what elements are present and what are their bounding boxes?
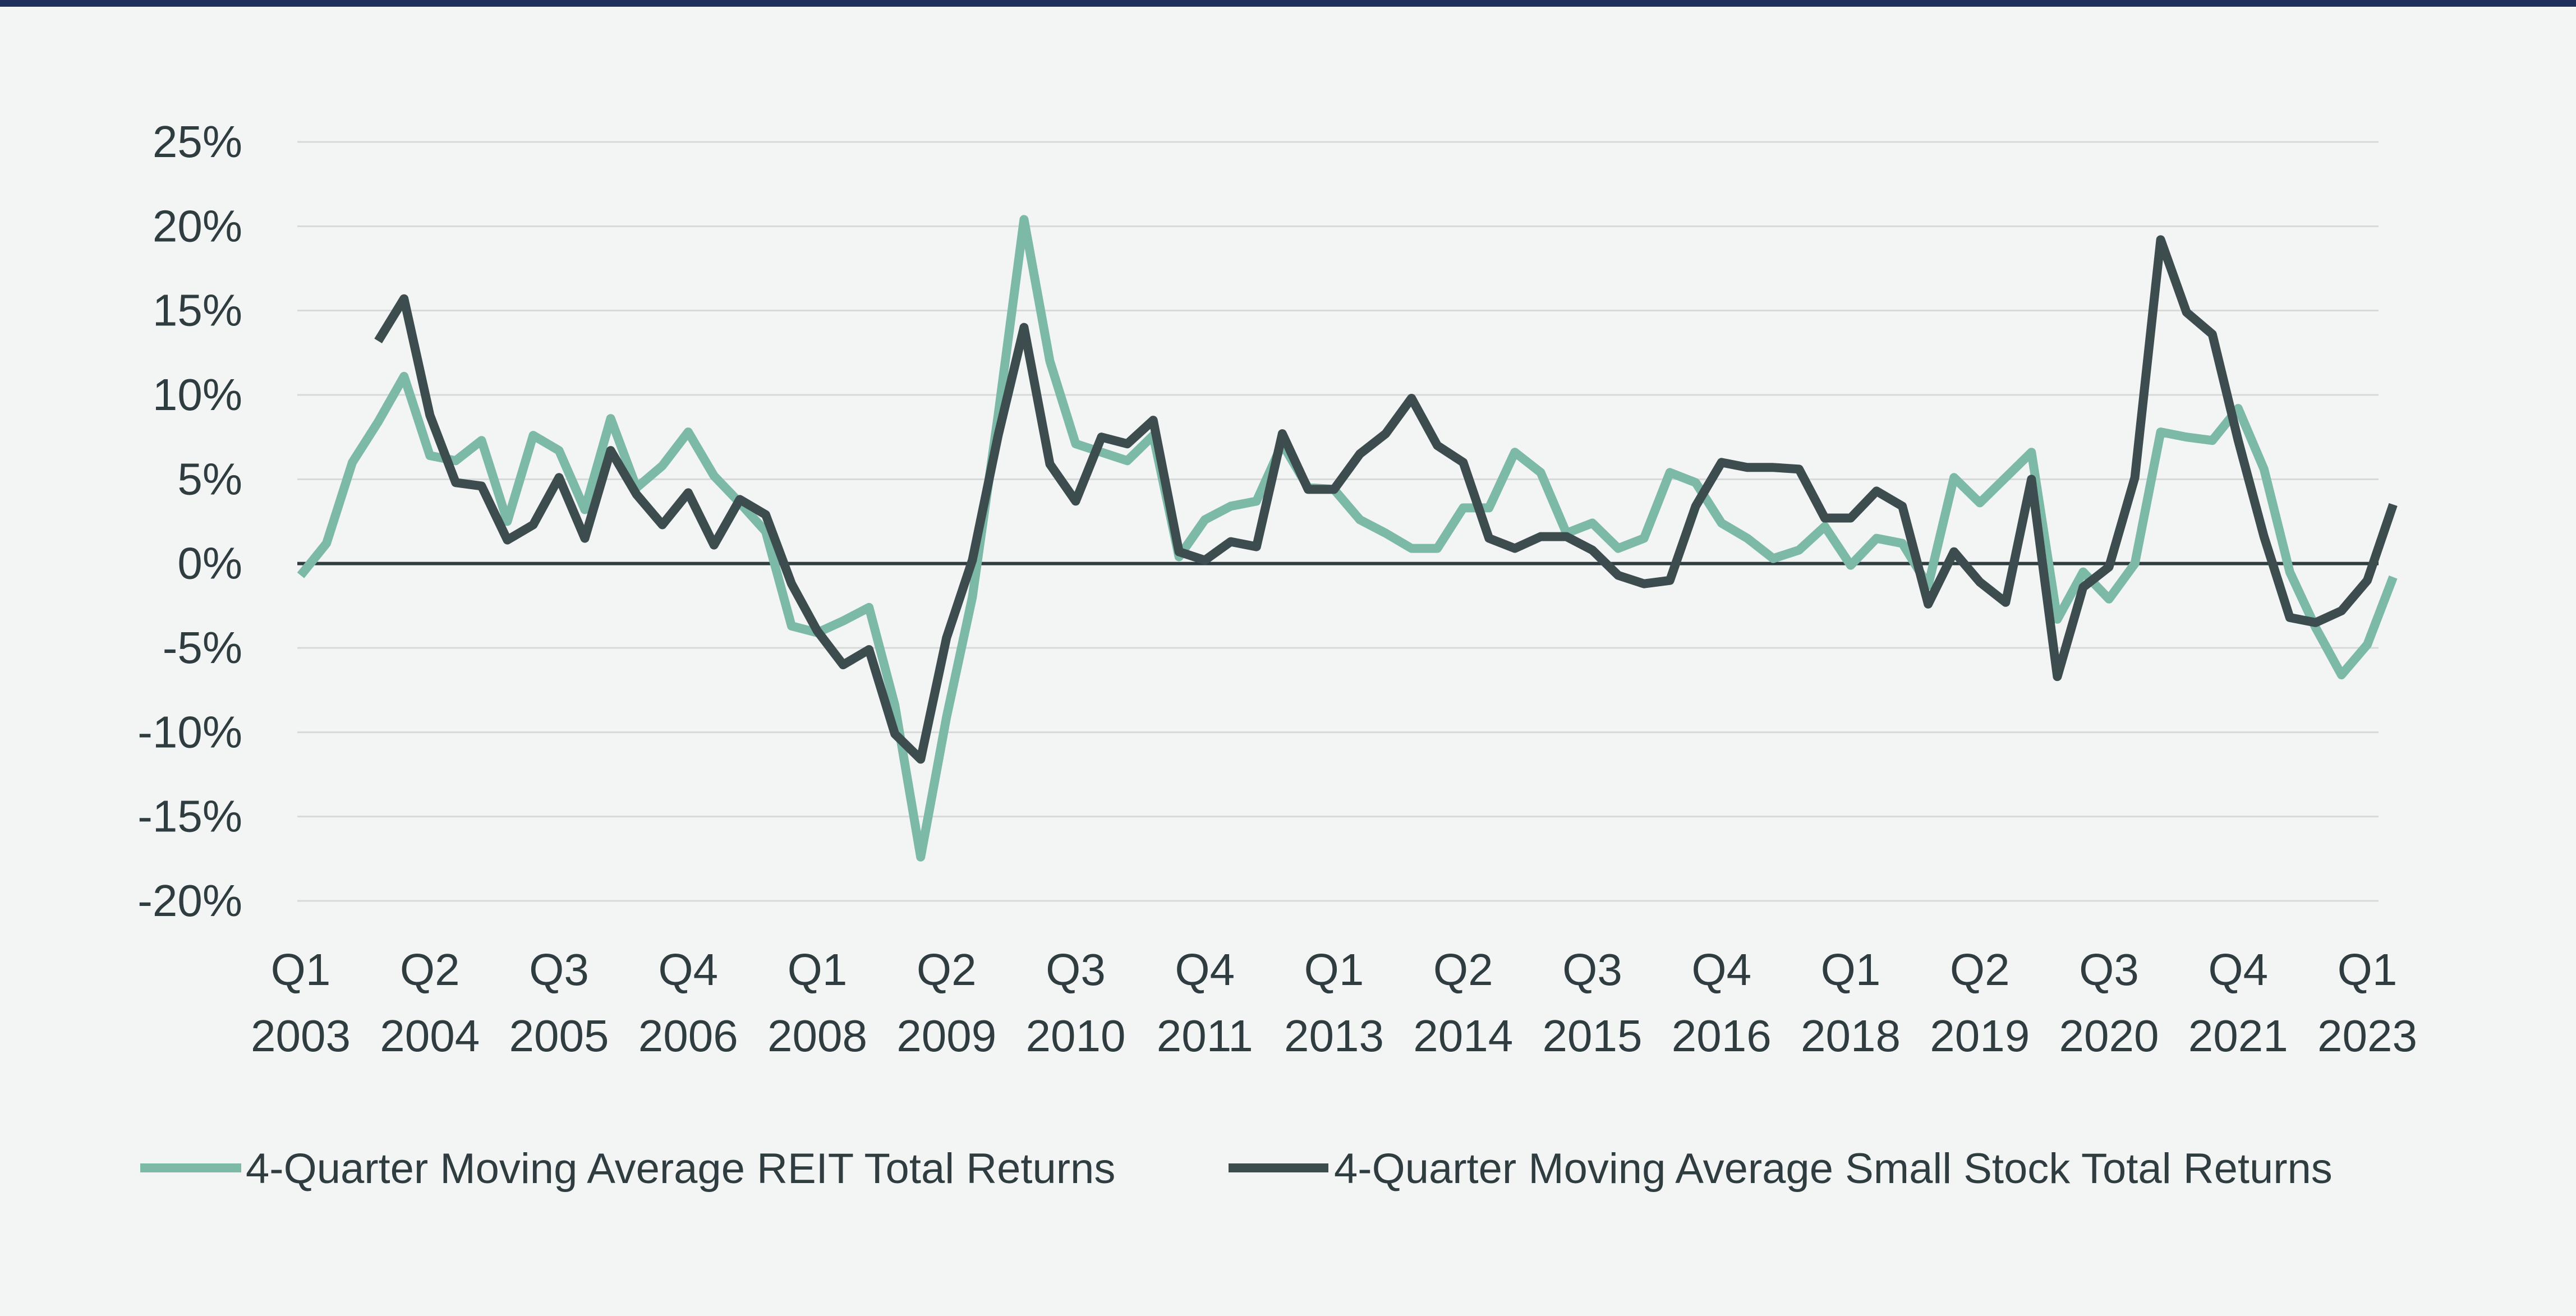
- x-tick-year: 2009: [896, 1011, 996, 1061]
- y-tick-label: -15%: [137, 792, 242, 841]
- x-tick-quarter: Q4: [1175, 945, 1235, 995]
- x-tick-quarter: Q2: [917, 945, 977, 995]
- y-tick-label: -5%: [163, 623, 242, 673]
- x-tick-year: 2018: [1801, 1011, 1901, 1061]
- x-tick-year: 2013: [1284, 1011, 1384, 1061]
- series-line-small-stock: [374, 235, 2398, 764]
- x-tick-year: 2016: [1672, 1011, 1772, 1061]
- x-tick-year: 2005: [509, 1011, 609, 1061]
- y-tick-label: 20%: [153, 201, 242, 251]
- x-tick-year: 2021: [2188, 1011, 2288, 1061]
- x-tick-year: 2023: [2317, 1011, 2417, 1061]
- y-tick-label: 10%: [153, 370, 242, 420]
- x-tick-quarter: Q2: [1950, 945, 2010, 995]
- x-tick-quarter: Q2: [400, 945, 460, 995]
- y-tick-label: 5%: [177, 454, 242, 504]
- x-tick-quarter: Q4: [1691, 945, 1751, 995]
- series-line-reit: [297, 215, 2398, 862]
- x-tick-quarter: Q1: [788, 945, 848, 995]
- y-tick-label: -20%: [137, 876, 242, 926]
- x-tick-quarter: Q3: [2079, 945, 2139, 995]
- x-tick-year: 2019: [1930, 1011, 2030, 1061]
- legend-label-reit: 4-Quarter Moving Average REIT Total Retu…: [246, 1145, 1115, 1193]
- y-tick-label: -10%: [137, 707, 242, 757]
- y-tick-label: 25%: [153, 117, 242, 167]
- x-tick-quarter: Q3: [1046, 945, 1106, 995]
- x-tick-year: 2008: [767, 1011, 867, 1061]
- x-tick-quarter: Q1: [1821, 945, 1881, 995]
- x-tick-year: 2006: [638, 1011, 738, 1061]
- x-tick-year: 2011: [1157, 1011, 1253, 1061]
- x-tick-year: 2003: [251, 1011, 351, 1061]
- x-tick-quarter: Q4: [2208, 945, 2268, 995]
- x-tick-year: 2010: [1026, 1011, 1126, 1061]
- top-rule: [0, 0, 2576, 7]
- x-tick-year: 2015: [1543, 1011, 1643, 1061]
- y-tick-label: 15%: [153, 286, 242, 335]
- x-tick-year: 2020: [2059, 1011, 2159, 1061]
- x-tick-year: 2004: [380, 1011, 480, 1061]
- x-tick-quarter: Q3: [529, 945, 589, 995]
- x-tick-year: 2014: [1413, 1011, 1513, 1061]
- legend-label-small-stock: 4-Quarter Moving Average Small Stock Tot…: [1334, 1145, 2333, 1193]
- x-tick-quarter: Q2: [1433, 945, 1493, 995]
- x-tick-quarter: Q4: [658, 945, 718, 995]
- x-tick-quarter: Q1: [271, 945, 331, 995]
- x-tick-quarter: Q1: [1304, 945, 1364, 995]
- x-tick-quarter: Q3: [1562, 945, 1622, 995]
- x-tick-quarter: Q1: [2338, 945, 2398, 995]
- y-tick-label: 0%: [177, 539, 242, 588]
